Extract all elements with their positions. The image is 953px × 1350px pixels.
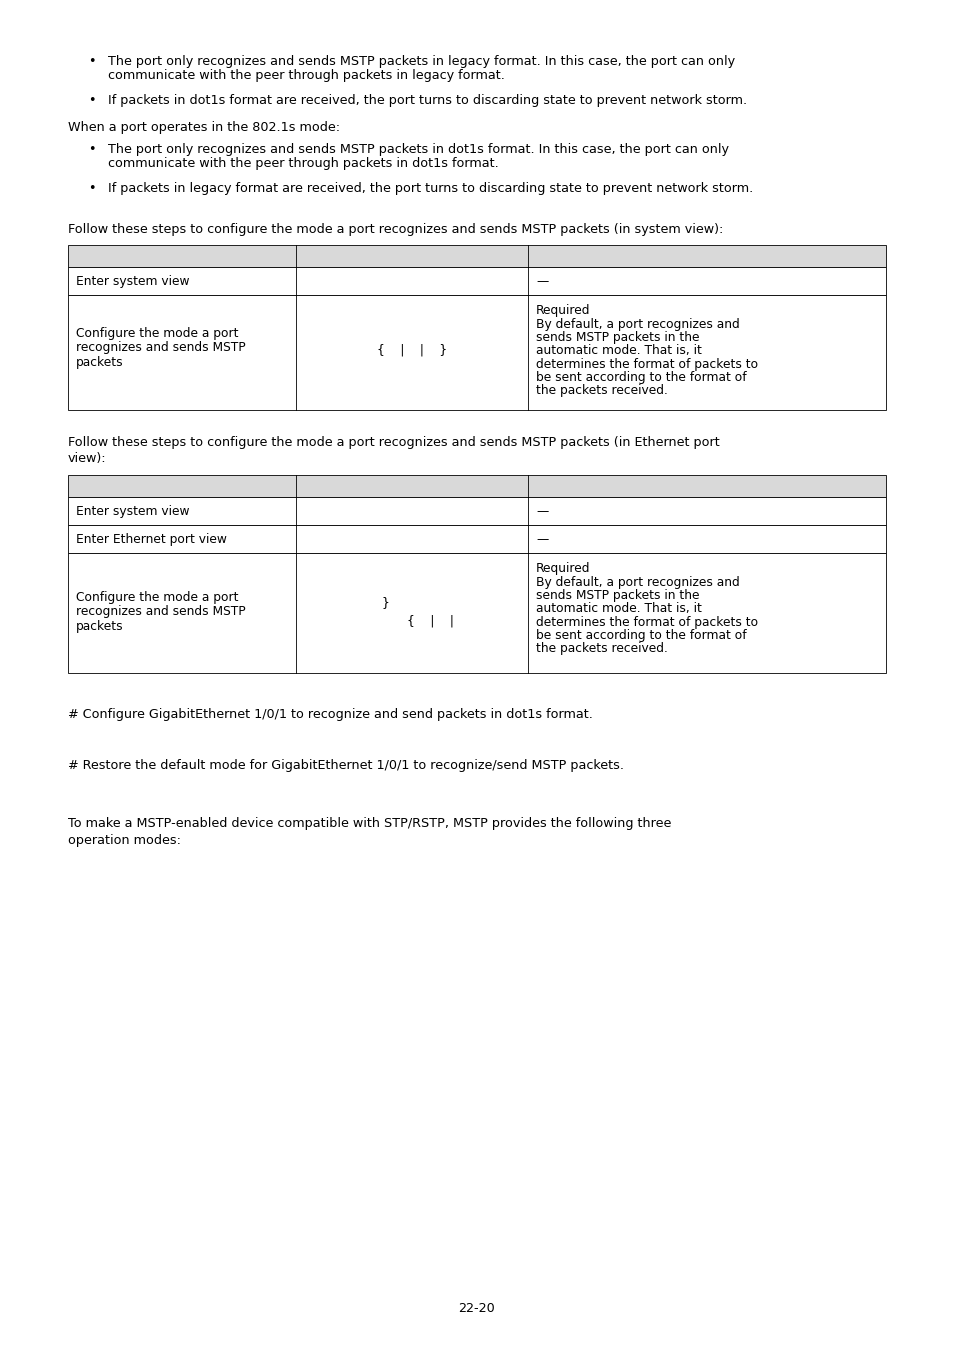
- Text: Enter Ethernet port view: Enter Ethernet port view: [76, 533, 227, 545]
- Text: operation modes:: operation modes:: [68, 834, 181, 846]
- Text: •: •: [88, 182, 95, 194]
- Text: the packets received.: the packets received.: [536, 643, 667, 655]
- Text: By default, a port recognizes and: By default, a port recognizes and: [536, 319, 739, 331]
- Text: By default, a port recognizes and: By default, a port recognizes and: [536, 576, 739, 589]
- Text: When a port operates in the 802.1s mode:: When a port operates in the 802.1s mode:: [68, 120, 340, 134]
- Bar: [68, 267, 885, 296]
- Text: •: •: [88, 143, 95, 157]
- Text: {    |    |    }: { | | }: [376, 344, 447, 356]
- Text: —: —: [536, 533, 548, 545]
- Text: recognizes and sends MSTP: recognizes and sends MSTP: [76, 606, 245, 618]
- Text: automatic mode. That is, it: automatic mode. That is, it: [536, 344, 701, 358]
- Text: Follow these steps to configure the mode a port recognizes and sends MSTP packet: Follow these steps to configure the mode…: [68, 436, 719, 450]
- Text: To make a MSTP-enabled device compatible with STP/RSTP, MSTP provides the follow: To make a MSTP-enabled device compatible…: [68, 818, 671, 830]
- Text: automatic mode. That is, it: automatic mode. That is, it: [536, 602, 701, 616]
- Text: The port only recognizes and sends MSTP packets in dot1s format. In this case, t: The port only recognizes and sends MSTP …: [108, 143, 728, 157]
- Text: Enter system view: Enter system view: [76, 505, 190, 518]
- Text: the packets received.: the packets received.: [536, 383, 667, 397]
- Bar: [68, 296, 885, 410]
- Text: communicate with the peer through packets in dot1s format.: communicate with the peer through packet…: [108, 158, 498, 170]
- Bar: [68, 554, 885, 674]
- Text: Configure the mode a port: Configure the mode a port: [76, 327, 238, 340]
- Text: —: —: [536, 275, 548, 288]
- Text: Enter system view: Enter system view: [76, 275, 190, 288]
- Text: Follow these steps to configure the mode a port recognizes and sends MSTP packet: Follow these steps to configure the mode…: [68, 223, 722, 235]
- Text: Required: Required: [536, 304, 590, 317]
- Bar: [68, 525, 885, 553]
- Text: •: •: [88, 95, 95, 107]
- Text: The port only recognizes and sends MSTP packets in legacy format. In this case, : The port only recognizes and sends MSTP …: [108, 55, 735, 68]
- Bar: [68, 497, 885, 525]
- Text: packets: packets: [76, 356, 124, 369]
- Text: 22-20: 22-20: [458, 1301, 495, 1315]
- Text: determines the format of packets to: determines the format of packets to: [536, 358, 758, 371]
- Text: communicate with the peer through packets in legacy format.: communicate with the peer through packet…: [108, 69, 504, 82]
- Text: •: •: [88, 55, 95, 68]
- Text: be sent according to the format of: be sent according to the format of: [536, 629, 746, 641]
- Text: If packets in legacy format are received, the port turns to discarding state to : If packets in legacy format are received…: [108, 182, 753, 194]
- Text: sends MSTP packets in the: sends MSTP packets in the: [536, 331, 699, 344]
- Text: be sent according to the format of: be sent according to the format of: [536, 371, 746, 383]
- Bar: [68, 475, 885, 497]
- Text: }: }: [381, 597, 390, 609]
- Text: —: —: [536, 505, 548, 518]
- Text: Required: Required: [536, 562, 590, 575]
- Bar: [68, 244, 885, 267]
- Text: view):: view):: [68, 452, 107, 466]
- Text: {    |    |: { | |: [407, 614, 454, 628]
- Text: recognizes and sends MSTP: recognizes and sends MSTP: [76, 342, 245, 355]
- Text: sends MSTP packets in the: sends MSTP packets in the: [536, 589, 699, 602]
- Text: # Restore the default mode for GigabitEthernet 1/0/1 to recognize/send MSTP pack: # Restore the default mode for GigabitEt…: [68, 760, 623, 772]
- Text: determines the format of packets to: determines the format of packets to: [536, 616, 758, 629]
- Text: If packets in dot1s format are received, the port turns to discarding state to p: If packets in dot1s format are received,…: [108, 95, 746, 107]
- Text: packets: packets: [76, 620, 124, 633]
- Text: # Configure GigabitEthernet 1/0/1 to recognize and send packets in dot1s format.: # Configure GigabitEthernet 1/0/1 to rec…: [68, 707, 592, 721]
- Text: Configure the mode a port: Configure the mode a port: [76, 591, 238, 603]
